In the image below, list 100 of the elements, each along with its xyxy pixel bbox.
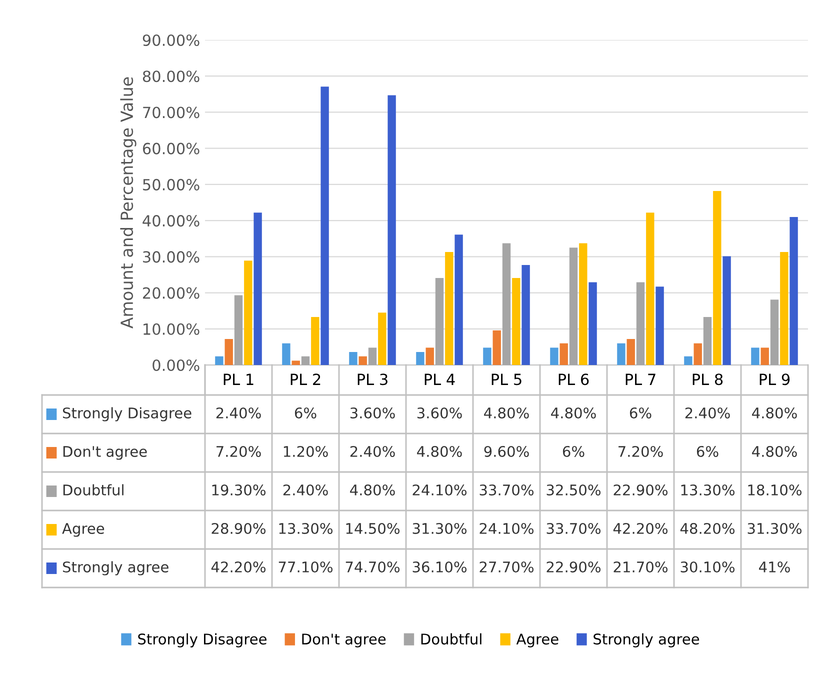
data-label: 36.10% — [412, 561, 466, 572]
data-label: 21.70% — [614, 561, 668, 572]
bar — [512, 278, 520, 365]
x-tick-label: PL 2 — [290, 374, 320, 385]
data-label: 28.90% — [212, 522, 266, 534]
bar — [751, 348, 760, 365]
bar — [579, 243, 588, 365]
data-label: 33.70% — [480, 484, 534, 496]
bar — [722, 256, 731, 365]
y-tick-label: 50.00% — [143, 178, 200, 190]
bar — [311, 316, 320, 365]
data-label: 13.30% — [279, 522, 332, 534]
y-tick-label: 30.00% — [143, 251, 200, 263]
bar — [760, 348, 769, 365]
bar — [694, 343, 702, 365]
bar — [445, 252, 454, 365]
data-label: 24.10% — [480, 522, 534, 534]
bar — [426, 348, 434, 365]
text: Strongly agree — [594, 633, 700, 648]
data-label: 42.20% — [211, 561, 266, 572]
bar — [388, 95, 396, 365]
data-label: 19.30% — [212, 484, 266, 496]
bar — [349, 352, 358, 365]
data-label: 24.10% — [412, 484, 466, 496]
data-label: 41% — [759, 561, 790, 572]
data-label: 4.80% — [752, 407, 797, 418]
data-label: 6% — [562, 446, 584, 457]
bar — [588, 282, 597, 365]
x-tick-label: PL 5 — [492, 374, 522, 386]
bar — [435, 278, 444, 365]
bar — [646, 212, 654, 365]
bar — [492, 330, 501, 365]
data-label: 6% — [630, 407, 652, 418]
x-tick-label: PL 1 — [224, 374, 254, 385]
data-label: 13.30% — [681, 484, 734, 496]
data-label: 33.70% — [546, 522, 600, 534]
bar — [522, 264, 530, 365]
legend-label: Strongly agree — [62, 561, 168, 576]
y-tick-label: 70.00% — [143, 106, 200, 118]
bar — [790, 216, 798, 365]
bar — [215, 356, 224, 365]
text: Doubtful — [421, 633, 482, 645]
bar — [320, 86, 329, 365]
bar — [502, 243, 511, 365]
x-tick-label: PL 4 — [424, 374, 455, 385]
legend-label: Agree — [62, 523, 104, 537]
y-tick-label: 20.00% — [143, 287, 200, 299]
data-label: 42.20% — [613, 522, 668, 534]
text: Don't agree — [302, 634, 386, 648]
data-label: 77.10% — [278, 561, 332, 572]
data-label: 4.80% — [484, 407, 529, 418]
legend-label: Strongly Disagree — [62, 407, 192, 422]
data-label: 9.60% — [484, 446, 529, 457]
bar — [254, 212, 262, 365]
bar — [656, 286, 664, 365]
data-label: 4.80% — [417, 446, 462, 457]
bar — [550, 348, 558, 365]
bar — [416, 352, 424, 365]
y-axis-title: Amount and Percentage Value — [120, 77, 136, 328]
data-label: 48.20% — [680, 522, 734, 534]
data-label: 7.20% — [216, 446, 261, 457]
data-label: 3.60% — [350, 407, 395, 418]
legend-label: Doubtful — [63, 484, 124, 496]
y-tick-label: 80.00% — [142, 70, 200, 82]
bar — [483, 348, 492, 365]
data-label: 32.50% — [546, 484, 600, 496]
x-tick-label: PL 6 — [558, 374, 589, 386]
data-label: 2.40% — [350, 446, 395, 457]
bar — [244, 260, 252, 365]
bar — [368, 348, 377, 365]
bar — [301, 356, 310, 365]
data-label: 7.20% — [618, 446, 663, 457]
bar — [713, 190, 722, 365]
x-tick-label: PL 3 — [358, 374, 388, 386]
data-label: 31.30% — [748, 522, 802, 534]
bar — [224, 339, 233, 365]
x-tick-label: PL 8 — [692, 374, 723, 386]
bar — [770, 300, 779, 365]
data-label: 22.90% — [546, 561, 600, 572]
y-tick-label: 40.00% — [142, 215, 200, 227]
y-tick-label: 0.00% — [152, 359, 200, 372]
legend-label: Don't agree — [63, 446, 147, 460]
data-label: 3.60% — [417, 407, 462, 418]
data-label: 74.70% — [346, 561, 400, 572]
text: Agree — [516, 634, 558, 648]
data-label: 27.70% — [480, 561, 534, 572]
y-tick-label: 90.00% — [142, 34, 200, 46]
data-label: 18.10% — [748, 484, 802, 496]
data-label: 4.80% — [551, 407, 596, 418]
data-label: 2.40% — [216, 407, 261, 418]
bar — [780, 252, 788, 365]
data-label: 6% — [696, 446, 718, 457]
y-tick-label: 10.00% — [144, 323, 200, 335]
bar — [358, 356, 367, 365]
bar — [560, 343, 568, 365]
bar — [636, 282, 645, 365]
data-label: 6% — [294, 407, 316, 418]
bar — [703, 316, 712, 365]
data-label: 1.20% — [284, 446, 328, 457]
x-tick-label: PL 7 — [626, 374, 656, 385]
